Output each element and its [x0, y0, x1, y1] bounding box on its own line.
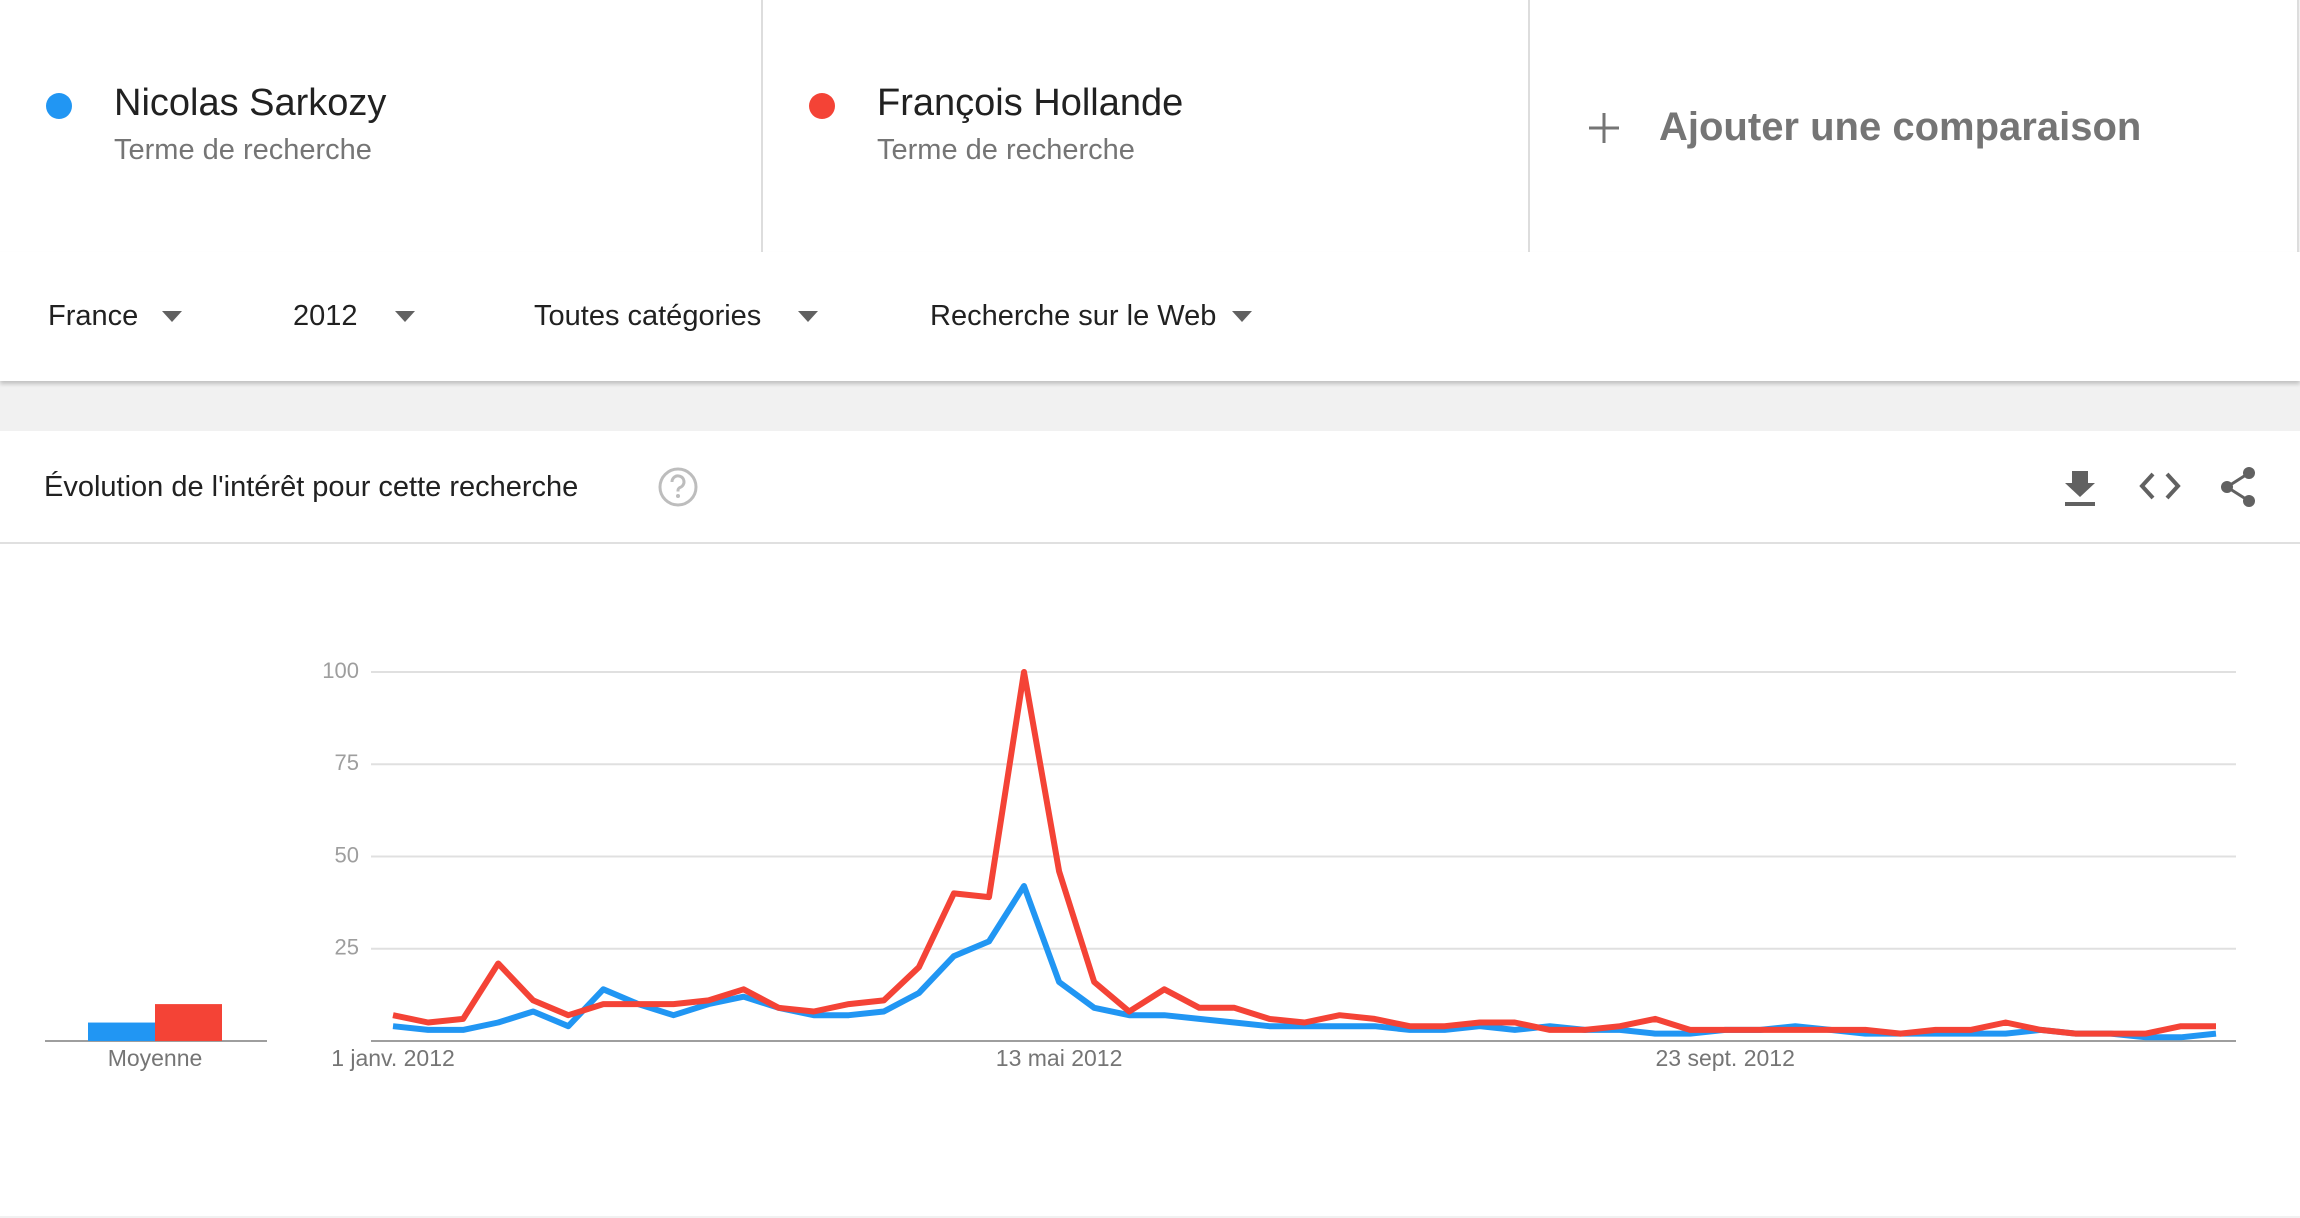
add-label: Ajouter une comparaison — [1659, 105, 2142, 149]
average-bar — [88, 1022, 155, 1041]
series-line — [392, 883, 2217, 1041]
dropdown-arrow — [162, 311, 182, 322]
y-tick-label: 25 — [335, 935, 359, 960]
term-kind: Terme de recherche — [877, 134, 1135, 166]
average-label: Moyenne — [108, 1045, 203, 1071]
term-card[interactable]: François Hollande Terme de recherche — [763, 0, 1530, 252]
term-card[interactable]: Nicolas Sarkozy Terme de recherche — [0, 0, 763, 252]
average-bar — [155, 1004, 222, 1041]
plus-icon — [1589, 113, 1619, 143]
help-icon[interactable] — [656, 465, 700, 509]
dropdown-arrow — [1232, 311, 1252, 322]
filter[interactable]: France — [48, 300, 139, 332]
filter-bar: France 2012 Toutes catégories Recherche … — [0, 252, 2300, 381]
interest-card: Évolution de l'intérêt pour cette recher… — [0, 431, 2300, 1216]
term-name: Nicolas Sarkozy — [114, 82, 387, 124]
embed-icon[interactable] — [2139, 469, 2181, 503]
term-dot — [809, 93, 835, 119]
term-name: François Hollande — [877, 82, 1184, 124]
download-icon[interactable] — [2062, 467, 2098, 507]
dropdown-arrow — [798, 311, 818, 322]
compare-bar: Nicolas Sarkozy Terme de recherche Franç… — [0, 0, 2299, 253]
x-tick-label: 1 janv. 2012 — [331, 1045, 455, 1071]
filter[interactable]: 2012 — [293, 300, 358, 332]
term-kind: Terme de recherche — [114, 134, 372, 166]
term-dot — [46, 93, 72, 119]
x-tick-label: 23 sept. 2012 — [1655, 1045, 1794, 1071]
filter[interactable]: Recherche sur le Web — [930, 300, 1217, 332]
add-comparison[interactable]: Ajouter une comparaison — [1530, 0, 2297, 252]
filter[interactable]: Toutes catégories — [534, 300, 762, 332]
chart: 25 50 75 100 1 janv. 2012 13 mai 2012 23 sept.… — [45, 658, 2236, 1071]
card-title: Évolution de l'intérêt pour cette recher… — [44, 471, 579, 503]
dropdown-arrow — [395, 311, 415, 322]
y-tick-label: 100 — [322, 658, 359, 683]
y-tick-label: 50 — [335, 842, 359, 867]
series-line — [392, 669, 2216, 1037]
y-tick-label: 75 — [335, 750, 359, 775]
x-tick-label: 13 mai 2012 — [996, 1045, 1123, 1071]
share-icon[interactable] — [2218, 465, 2258, 509]
divider — [0, 542, 2300, 544]
